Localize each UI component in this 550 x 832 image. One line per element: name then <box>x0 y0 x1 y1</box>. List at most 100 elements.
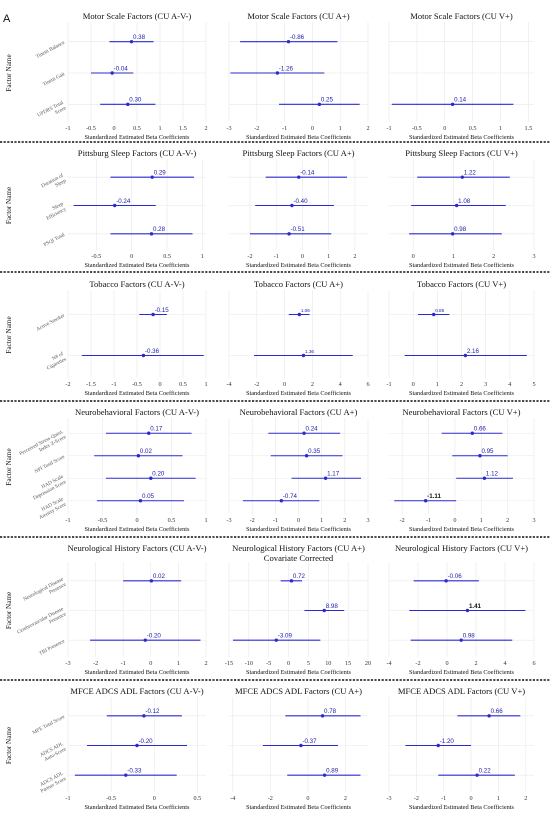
forest-panel: Motor Scale Factors (CU A+) -3 -2 -1 0 1 2 Stan… <box>226 11 369 141</box>
row-label: PSQI Total <box>43 232 67 248</box>
estimate-label: 0.85 <box>435 308 444 313</box>
panel-title: Pittsburg Sleep Factors (CU A+) <box>242 148 354 158</box>
x-tick-label: 1 <box>201 253 204 260</box>
panel-title: MFCE ADCS ADL Factors (CU A-V-) <box>70 686 203 696</box>
row-label: UPDRS TotalScore <box>36 100 67 124</box>
estimate-point <box>151 312 155 317</box>
x-tick-label: -4 <box>386 660 391 667</box>
x-tick-label: 2 <box>343 517 346 524</box>
estimate-label: 1.36 <box>305 349 314 354</box>
figure-label: A <box>3 13 11 25</box>
estimate-label: 0.78 <box>324 708 337 715</box>
x-tick-label: 1.5 <box>525 125 533 132</box>
x-tick-label: -0.5 <box>412 125 422 132</box>
x-tick-label: -1 <box>65 517 70 524</box>
estimate-label: 0.24 <box>306 426 319 433</box>
estimate-label: 0.38 <box>133 34 146 41</box>
estimate-point <box>150 175 154 179</box>
estimate-point <box>320 714 325 718</box>
x-tick-label: 0 <box>306 795 309 802</box>
x-tick-label: 1 <box>204 517 207 524</box>
x-tick-label: 2 <box>474 660 477 667</box>
x-axis-label: Standardized Estimated Beta Coefficients <box>85 262 191 269</box>
row-label: NPI Total Score <box>34 454 67 475</box>
x-tick-label: -4 <box>230 795 235 802</box>
estimate-point <box>482 476 487 480</box>
row-label: Active Smoker <box>35 313 66 333</box>
estimate-label: 0.05 <box>142 493 155 500</box>
estimate-point <box>304 454 309 458</box>
row-label: ADCS ADLAuto-Score <box>39 741 68 764</box>
y-axis-label: Factor Name <box>5 727 13 764</box>
x-tick-label: -1 <box>121 660 126 667</box>
forest-panel: MFCE ADCS ADL Factors (CU V+) -3 -2 -1 0 1 2 St… <box>386 686 534 811</box>
x-tick-label: 2 <box>492 253 495 260</box>
forest-panel: Neurobehavioral Factors (CU V+) -2 -1 0 1 2 3 S… <box>389 407 536 533</box>
panel-title: Pittsburg Sleep Factors (CU A-V-) <box>78 148 197 158</box>
estimate-point <box>322 608 326 613</box>
x-tick-label: -2 <box>254 125 259 132</box>
x-tick-label: 0 <box>112 125 115 132</box>
x-axis-label: Standardized Estimated Beta Coefficients <box>246 262 352 269</box>
estimate-label: 0.02 <box>140 448 153 455</box>
estimate-point <box>297 175 301 179</box>
estimate-label: -0.20 <box>139 738 154 745</box>
x-tick-label: -0.5 <box>98 517 108 524</box>
row-label: TBI Presence <box>38 638 66 657</box>
estimate-point <box>460 175 465 179</box>
estimate-point <box>478 454 482 458</box>
x-tick-label: 4 <box>508 381 511 388</box>
estimate-label: -0.51 <box>291 226 306 233</box>
estimate-point <box>142 714 146 718</box>
x-tick-label: 1 <box>436 381 439 388</box>
x-tick-label: 6 <box>366 381 369 388</box>
x-tick-label: -1 <box>282 125 287 132</box>
estimate-point <box>470 431 475 435</box>
panel-title: Neurobehavioral Factors (CU A+) <box>240 407 358 417</box>
x-tick-label: 1 <box>339 125 342 132</box>
x-axis-label: Standardized Estimated Beta Coefficients <box>85 390 191 397</box>
forest-panel: Neurological History Factors (CU V+) -4 -2… <box>386 543 535 676</box>
forest-panel: Pittsburg Sleep Factors (CU A-V-) -0.5 0 0.… <box>68 148 206 269</box>
x-tick-label: 20 <box>365 660 371 667</box>
forest-panel: Tobacco Factors (CU A-V-) -2 -1.5 -1 -0.5 0 0.… <box>65 279 207 397</box>
x-axis-label: Standardized Estimated Beta Coefficients <box>409 134 515 141</box>
y-axis-label: Factor Name <box>5 187 13 224</box>
estimate-label: -0.20 <box>147 633 162 640</box>
estimate-point <box>143 638 147 642</box>
estimate-label: 1.12 <box>486 471 499 478</box>
estimate-label: 0.89 <box>326 768 339 775</box>
x-tick-label: 1 <box>497 795 500 802</box>
row-label: Tinetti Gait <box>42 71 66 88</box>
x-tick-label: 2 <box>344 795 347 802</box>
x-tick-label: -0.5 <box>132 381 142 388</box>
estimate-point <box>297 312 302 317</box>
x-tick-label: 0.5 <box>194 795 202 802</box>
x-axis-label: Standardized Estimated Beta Coefficients <box>246 134 352 141</box>
x-tick-label: 2 <box>524 795 527 802</box>
x-tick-label: -2 <box>415 660 420 667</box>
estimate-label: -1.20 <box>440 738 455 745</box>
estimate-label: -0.33 <box>127 768 142 775</box>
x-tick-label: -1 <box>273 517 278 524</box>
estimate-label: 2.16 <box>467 348 480 355</box>
estimate-label: 8.98 <box>326 603 339 610</box>
x-tick-label: -2 <box>254 381 259 388</box>
estimate-label: 1.41 <box>469 603 482 610</box>
panel-title: MFCE ADCS ADL Factors (CU A+) <box>235 686 362 696</box>
estimate-point <box>279 499 284 503</box>
estimate-point <box>141 353 146 358</box>
forest-panel: Neurological History Factors (CU A+)Cova… <box>225 543 371 676</box>
estimate-point <box>136 454 141 458</box>
estimate-label: -0.86 <box>290 34 305 41</box>
x-tick-label: 3 <box>532 253 535 260</box>
x-tick-label: -1 <box>426 517 431 524</box>
x-tick-label: 2 <box>460 381 463 388</box>
x-axis-label: Standardized Estimated Beta Coefficients <box>409 262 515 269</box>
x-tick-label: 2 <box>204 125 207 132</box>
x-tick-label: 0.5 <box>179 381 187 388</box>
estimate-point <box>149 579 154 583</box>
x-tick-label: 1 <box>177 660 180 667</box>
